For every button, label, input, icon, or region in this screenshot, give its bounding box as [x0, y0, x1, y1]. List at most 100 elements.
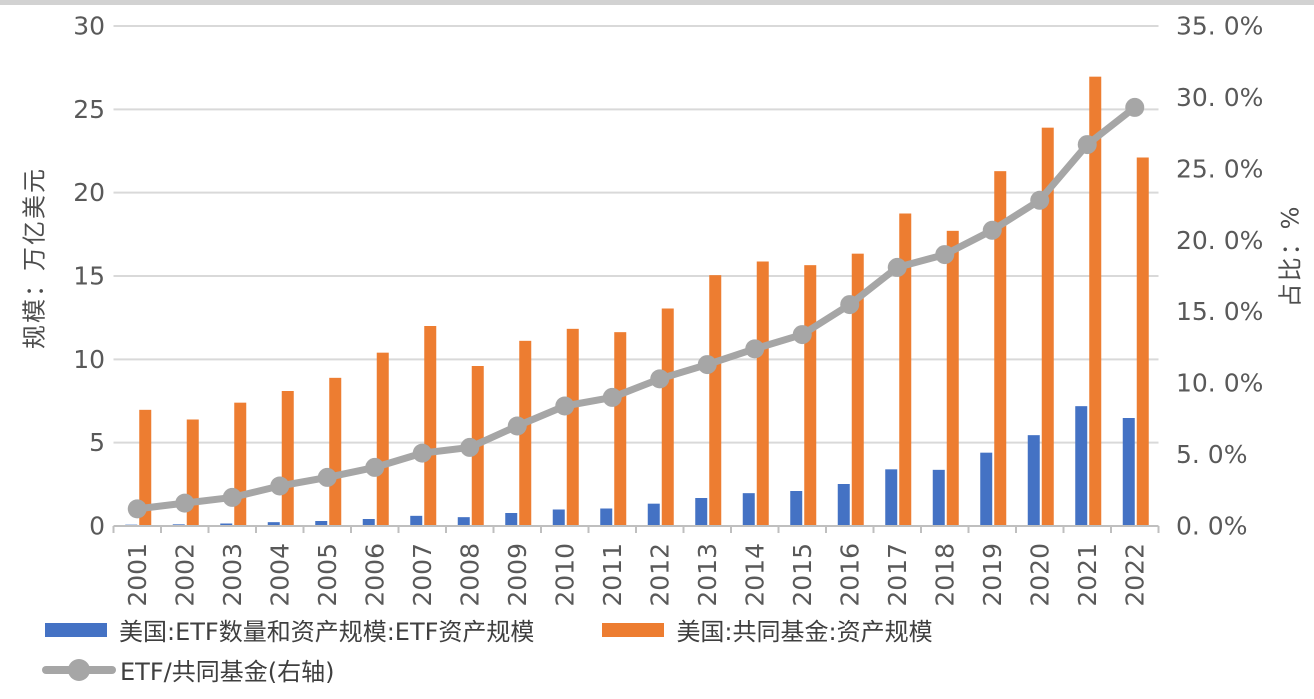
x-axis-label-2002: 2002 [170, 543, 199, 607]
ratio-marker-2009 [507, 416, 527, 436]
ratio-marker-2004 [270, 476, 290, 496]
legend-item-mutual-fund: 美国:共同基金:资产规模 [602, 612, 933, 647]
left-axis-tick-label: 15 [73, 262, 105, 291]
x-axis-label-2006: 2006 [360, 543, 389, 607]
bar-etf-2014 [742, 493, 755, 526]
bar-etf-2011 [600, 508, 613, 526]
bar-mutual-fund-2020 [1041, 127, 1054, 527]
left-axis-tick-label: 20 [73, 178, 105, 207]
etf-series-swatch [45, 622, 107, 637]
right-axis-tick-label: 15. 0% [1176, 297, 1263, 326]
bar-etf-2005 [315, 521, 328, 526]
right-axis-tick-label: 20. 0% [1176, 226, 1263, 255]
bar-etf-2021 [1075, 406, 1088, 526]
ratio-marker-2013 [697, 355, 717, 375]
x-axis-label-2010: 2010 [550, 543, 579, 607]
ratio-marker-2018 [935, 245, 955, 265]
bar-etf-2020 [1027, 435, 1040, 526]
bar-etf-2019 [980, 452, 993, 526]
left-axis-tick-label: 5 [89, 428, 105, 457]
bar-etf-2006 [362, 519, 375, 526]
x-axis-label-2021: 2021 [1073, 543, 1102, 607]
legend-row-bars: 美国:ETF数量和资产规模:ETF资产规模 美国:共同基金:资产规模 [45, 612, 933, 647]
legend-item-etf: 美国:ETF数量和资产规模:ETF资产规模 [45, 612, 534, 647]
right-axis-tick-label: 25. 0% [1176, 154, 1263, 183]
ratio-marker-2002 [175, 493, 195, 513]
bar-etf-2003 [220, 523, 233, 526]
bar-mutual-fund-2022 [1136, 157, 1149, 526]
bar-mutual-fund-2017 [899, 213, 912, 526]
x-axis-label-2007: 2007 [408, 543, 437, 607]
x-axis-label-2009: 2009 [503, 543, 532, 607]
x-axis-label-2003: 2003 [218, 543, 247, 607]
ratio-marker-2003 [222, 487, 242, 507]
ratio-marker-dot [68, 658, 90, 681]
ratio-marker-2005 [317, 467, 337, 487]
bar-mutual-fund-2007 [424, 326, 437, 526]
bar-etf-2017 [885, 469, 898, 526]
ratio-line-swatch [42, 658, 116, 681]
bar-mutual-fund-2019 [994, 171, 1007, 526]
ratio-marker-2022 [1125, 97, 1145, 117]
right-axis-tick-label: 10. 0% [1176, 369, 1263, 398]
ratio-marker-2011 [602, 387, 622, 407]
x-axis-label-2001: 2001 [123, 543, 152, 607]
left-axis-title: 规模：万亿美元 [20, 167, 49, 349]
right-axis-tick-label: 0. 0% [1176, 512, 1247, 541]
bar-mutual-fund-2006 [376, 352, 389, 526]
ratio-marker-2021 [1077, 135, 1097, 155]
bar-mutual-fund-2005 [329, 377, 342, 526]
top-border-strip [0, 0, 1314, 5]
bar-mutual-fund-2021 [1089, 76, 1102, 527]
left-axis-tick-label: 25 [73, 95, 105, 124]
x-axis-label-2018: 2018 [930, 543, 959, 607]
ratio-marker-2015 [792, 325, 812, 345]
bar-mutual-fund-2001 [139, 409, 152, 526]
bar-mutual-fund-2012 [661, 308, 674, 526]
x-axis-label-2015: 2015 [788, 543, 817, 607]
ratio-marker-2010 [555, 396, 575, 416]
x-axis-label-2019: 2019 [978, 543, 1007, 607]
ratio-marker-2007 [412, 443, 432, 463]
bar-etf-2022 [1122, 418, 1135, 526]
bar-etf-2009 [505, 513, 518, 526]
right-axis-tick-label: 5. 0% [1176, 440, 1247, 469]
ratio-marker-2014 [745, 339, 765, 359]
bar-etf-2004 [267, 522, 280, 526]
bar-mutual-fund-2016 [851, 253, 864, 526]
x-axis-label-2022: 2022 [1120, 543, 1149, 607]
ratio-marker-2020 [1030, 190, 1050, 210]
bar-mutual-fund-2004 [281, 391, 294, 526]
mutual-fund-series-label: 美国:共同基金:资产规模 [676, 618, 933, 646]
left-axis-tick-label: 10 [73, 345, 105, 374]
legend-item-ratio: ETF/共同基金(右轴) [42, 652, 334, 687]
right-axis-title: 占比：% [1276, 204, 1305, 308]
ratio-marker-2012 [650, 369, 670, 389]
ratio-marker-2019 [982, 220, 1002, 240]
x-axis-label-2013: 2013 [693, 543, 722, 607]
x-axis-label-2014: 2014 [740, 543, 769, 607]
bar-etf-2010 [552, 509, 565, 526]
right-axis-tick-label: 35. 0% [1176, 12, 1263, 41]
mutual-fund-series-swatch [602, 622, 665, 637]
bar-etf-2015 [790, 491, 803, 526]
etf-series-label: 美国:ETF数量和资产规模:ETF资产规模 [119, 618, 535, 646]
bar-mutual-fund-2011 [614, 332, 627, 526]
ratio-marker-2006 [365, 457, 385, 477]
ratio-series-label: ETF/共同基金(右轴) [120, 658, 335, 686]
bar-mutual-fund-2013 [709, 275, 722, 526]
bar-etf-2007 [410, 515, 423, 526]
bar-mutual-fund-2014 [756, 261, 769, 526]
bar-mutual-fund-2010 [566, 328, 579, 526]
x-axis-label-2005: 2005 [313, 543, 342, 607]
ratio-marker-2008 [460, 437, 480, 457]
ratio-marker-2016 [840, 295, 860, 315]
ratio-line [133, 103, 1139, 513]
bar-mutual-fund-2009 [519, 340, 532, 526]
x-axis-label-2004: 2004 [265, 543, 294, 607]
left-axis-tick-label: 30 [73, 12, 105, 41]
bar-etf-2012 [647, 503, 660, 526]
legend-row-ratio: ETF/共同基金(右轴) [42, 652, 334, 687]
